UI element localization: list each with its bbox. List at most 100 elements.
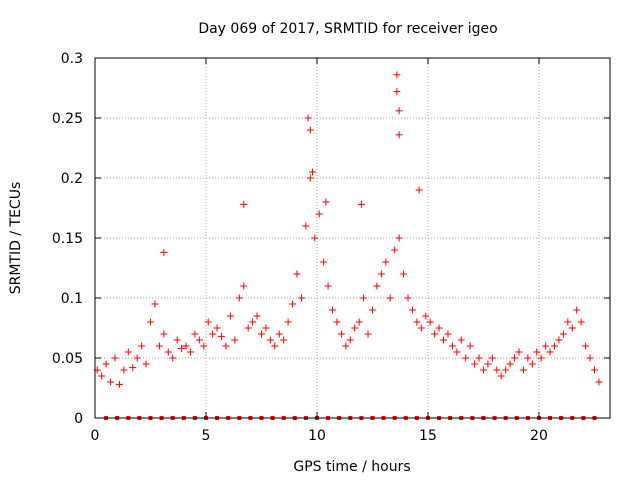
data-point (129, 364, 137, 372)
data-point (440, 336, 448, 344)
data-point (235, 294, 243, 302)
data-point (111, 354, 119, 362)
data-point (453, 348, 461, 356)
data-point (595, 378, 603, 386)
data-point (315, 210, 323, 218)
data-point (471, 360, 479, 368)
data-point (244, 324, 252, 332)
data-point (226, 312, 234, 320)
data-point (289, 300, 297, 308)
data-point (333, 318, 341, 326)
data-point (102, 360, 110, 368)
data-points (93, 71, 603, 388)
x-tick-label: 15 (419, 428, 437, 444)
x-axis-ticks: 0 5 10 15 20 (91, 58, 548, 444)
chart-title: Day 069 of 2017, SRMTID for receiver ige… (198, 21, 497, 37)
data-point (124, 348, 132, 356)
data-point (395, 234, 403, 242)
y-tick-label: 0.3 (61, 51, 83, 67)
data-point (577, 318, 585, 326)
data-point (280, 336, 288, 344)
data-point (240, 200, 248, 208)
data-point (213, 324, 221, 332)
data-point (533, 348, 541, 356)
data-point (120, 366, 128, 374)
data-point (444, 330, 452, 338)
data-point (257, 330, 265, 338)
data-point (337, 330, 345, 338)
data-point (408, 306, 416, 314)
data-point (324, 282, 332, 290)
data-point (200, 342, 208, 350)
data-point (249, 318, 257, 326)
data-point (590, 366, 598, 374)
data-point (138, 342, 146, 350)
data-point (364, 330, 372, 338)
data-point (417, 324, 425, 332)
data-point (511, 354, 519, 362)
y-tick-label: 0.15 (52, 231, 83, 247)
y-tick-label: 0 (74, 411, 83, 427)
data-point (297, 294, 305, 302)
y-axis-ticks: 0 0.05 0.1 0.15 0.2 0.25 0.3 (52, 51, 610, 427)
data-point (551, 342, 559, 350)
x-tick-label: 20 (530, 428, 548, 444)
y-tick-label: 0.2 (61, 171, 83, 187)
data-point (573, 306, 581, 314)
data-point (173, 336, 181, 344)
data-point (360, 294, 368, 302)
data-point (502, 366, 510, 374)
data-point (555, 336, 563, 344)
y-tick-label: 0.25 (52, 111, 83, 127)
data-point (115, 380, 123, 388)
data-point (160, 248, 168, 256)
data-point (524, 354, 532, 362)
data-point (142, 360, 150, 368)
data-point (466, 342, 474, 350)
y-tick-label: 0.1 (61, 291, 83, 307)
y-axis-label: SRMTID / TECUs (8, 182, 24, 295)
data-point (293, 270, 301, 278)
data-point (542, 342, 550, 350)
data-point (393, 88, 401, 96)
data-point (528, 360, 536, 368)
data-point (431, 330, 439, 338)
data-point (240, 282, 248, 290)
data-point (357, 200, 365, 208)
data-point (488, 354, 496, 362)
data-point (559, 330, 567, 338)
data-point (448, 342, 456, 350)
data-point (497, 372, 505, 380)
data-point (204, 318, 212, 326)
data-point (284, 318, 292, 326)
data-point (178, 344, 186, 352)
data-point (322, 198, 330, 206)
data-point (329, 306, 337, 314)
x-axis-label: GPS time / hours (293, 459, 410, 475)
data-point (275, 330, 283, 338)
data-point (195, 336, 203, 344)
data-point (186, 348, 194, 356)
data-point (133, 354, 141, 362)
data-point (479, 366, 487, 374)
data-point (146, 318, 154, 326)
data-point (422, 312, 430, 320)
data-point (271, 342, 279, 350)
data-point (306, 126, 314, 134)
data-point (309, 168, 317, 176)
x-tick-label: 10 (308, 428, 326, 444)
data-point (164, 348, 172, 356)
data-point (493, 366, 501, 374)
data-point (218, 332, 226, 340)
data-point (368, 306, 376, 314)
data-point (515, 348, 523, 356)
data-point (386, 294, 394, 302)
data-point (320, 258, 328, 266)
data-point (484, 360, 492, 368)
data-point (266, 336, 274, 344)
data-point (222, 342, 230, 350)
data-point (98, 372, 106, 380)
data-point (391, 246, 399, 254)
data-point (393, 71, 401, 79)
data-point (262, 324, 270, 332)
